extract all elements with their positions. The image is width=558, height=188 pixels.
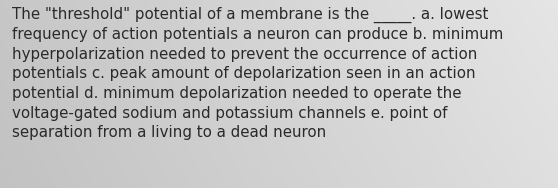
- Text: The "threshold" potential of a membrane is the _____. a. lowest
frequency of act: The "threshold" potential of a membrane …: [12, 7, 504, 140]
